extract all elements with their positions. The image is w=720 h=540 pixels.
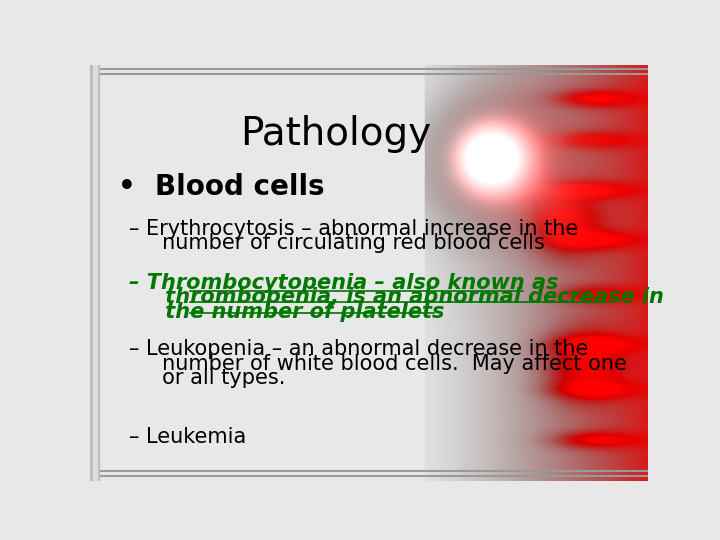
Text: – Leukemia: – Leukemia bbox=[129, 427, 246, 447]
Text: or all types.: or all types. bbox=[129, 368, 285, 388]
Bar bbox=[90, 65, 99, 481]
Text: the number of platelets: the number of platelets bbox=[129, 302, 444, 322]
Text: thrombopenia, is an abnormal decrease in: thrombopenia, is an abnormal decrease in bbox=[129, 287, 664, 307]
Text: – Leukopenia – an abnormal decrease in the: – Leukopenia – an abnormal decrease in t… bbox=[129, 339, 588, 359]
Text: number of circulating red blood cells: number of circulating red blood cells bbox=[129, 233, 545, 253]
Text: – Thrombocytopenia – also known as: – Thrombocytopenia – also known as bbox=[129, 273, 559, 293]
Text: – Erythrocytosis – abnormal increase in the: – Erythrocytosis – abnormal increase in … bbox=[129, 219, 578, 239]
Text: Pathology: Pathology bbox=[240, 114, 431, 153]
Bar bbox=[93, 65, 97, 481]
Text: number of white blood cells.  May affect one: number of white blood cells. May affect … bbox=[129, 354, 627, 374]
Text: •  Blood cells: • Blood cells bbox=[118, 173, 325, 201]
